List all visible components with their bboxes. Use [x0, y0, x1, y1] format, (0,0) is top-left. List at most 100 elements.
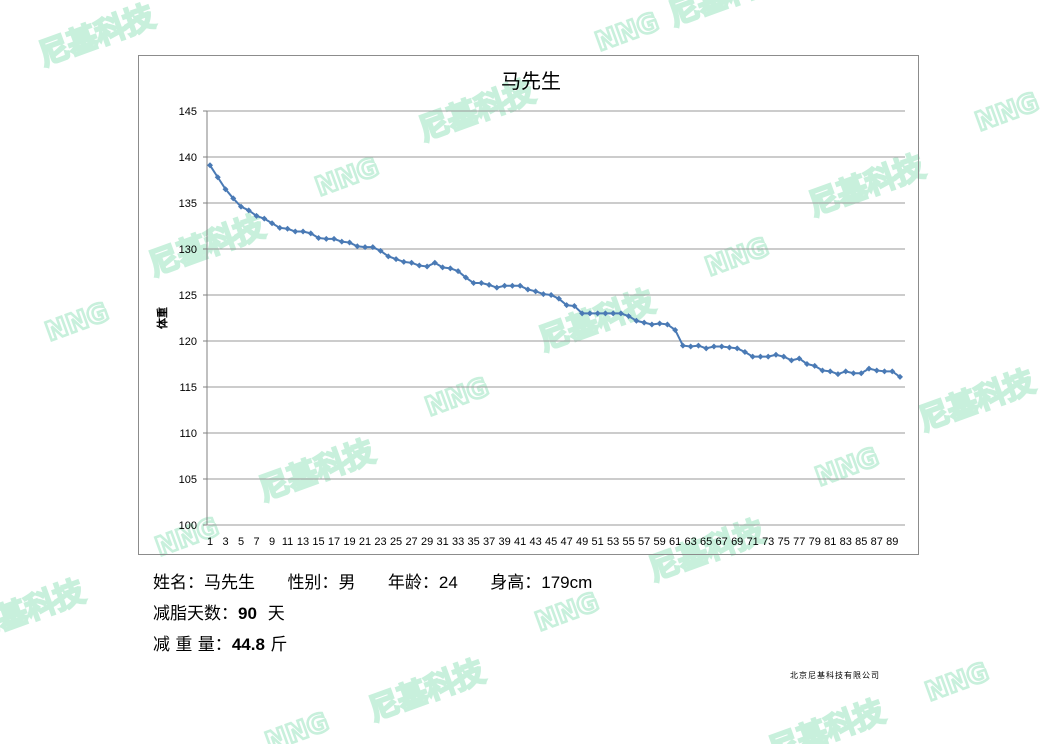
watermark-brand-text: 尼基科技 [764, 694, 889, 744]
data-point [292, 228, 299, 235]
x-tick-label: 41 [514, 536, 526, 548]
x-tick-label: 61 [669, 536, 681, 548]
data-point [346, 239, 353, 246]
x-tick-label: 47 [561, 536, 573, 548]
grid-lines [207, 110, 905, 526]
data-point [253, 212, 260, 219]
watermark-logo-text: NNG [972, 87, 1043, 137]
x-tick-label: 77 [793, 536, 805, 548]
data-point [416, 262, 423, 269]
x-tick-label: 55 [623, 536, 635, 548]
data-point [455, 268, 462, 275]
x-tick-label: 71 [747, 536, 759, 548]
y-tick-label: 105 [179, 474, 197, 486]
data-point [648, 321, 655, 328]
data-point [586, 310, 593, 317]
x-tick-label: 29 [421, 536, 433, 548]
data-point [230, 195, 237, 202]
data-point [338, 238, 345, 245]
x-tick-label: 63 [685, 536, 697, 548]
data-point [749, 353, 756, 360]
data-point [811, 362, 818, 369]
data-point [524, 286, 531, 293]
x-tick-label: 3 [222, 536, 228, 548]
watermark-brand-text: 尼基科技 [914, 364, 1039, 438]
data-point [633, 317, 640, 324]
data-point [276, 224, 283, 231]
data-point [555, 295, 562, 302]
data-point [865, 365, 872, 372]
data-point [269, 220, 276, 227]
data-point [354, 243, 361, 250]
data-point [641, 319, 648, 326]
data-point [462, 274, 469, 281]
data-point [834, 371, 841, 378]
x-tick-label: 23 [374, 536, 386, 548]
data-point [439, 264, 446, 271]
data-point [803, 361, 810, 367]
loss-unit: 斤 [270, 635, 288, 655]
watermark-logo-text: NNG [42, 297, 113, 347]
age-value: 24 [438, 573, 458, 592]
days-label: 减脂天数： [153, 604, 238, 624]
axes [203, 110, 208, 526]
data-point [734, 345, 741, 352]
data-point [501, 282, 508, 289]
loss-label: 减 重 量： [153, 635, 232, 655]
data-point [431, 259, 438, 266]
x-tick-label: 73 [762, 536, 774, 548]
x-tick-label: 83 [840, 536, 852, 548]
data-point [400, 258, 407, 265]
x-tick-label: 1 [207, 536, 213, 548]
data-point [307, 230, 314, 237]
info-line-3: 减 重 量：44.8 斤 [153, 630, 287, 655]
data-point [548, 292, 555, 298]
data-point [214, 174, 221, 181]
data-point [796, 355, 803, 362]
y-tick-label: 135 [179, 198, 197, 210]
data-point [571, 303, 578, 310]
y-tick-label: 120 [179, 336, 197, 348]
x-tick-label: 9 [269, 536, 275, 548]
company-name: 北京尼基科技有限公司 [790, 671, 880, 680]
data-point [385, 253, 392, 260]
watermark-logo-text: NNG [592, 7, 663, 57]
data-point [393, 256, 400, 263]
data-point [238, 203, 245, 210]
x-tick-label: 15 [312, 536, 324, 548]
data-point [222, 186, 229, 193]
data-point [377, 247, 384, 254]
watermark-logo-text: NNG [262, 707, 333, 744]
data-point [897, 373, 903, 380]
data-point [408, 259, 415, 266]
x-tick-label: 7 [253, 536, 259, 548]
x-tick-label: 57 [638, 536, 650, 548]
data-point [672, 326, 679, 333]
data-point [369, 244, 376, 251]
data-point [726, 344, 733, 351]
data-point [881, 368, 888, 375]
y-tick-label: 145 [179, 106, 197, 118]
info-line-2: 减脂天数：90 天 [153, 599, 285, 624]
height-label: 身高： [490, 573, 542, 593]
gender-value: 男 [338, 573, 356, 593]
x-tick-label: 69 [731, 536, 743, 548]
data-point [827, 368, 834, 375]
weight-series-line [209, 164, 901, 378]
x-tick-label: 89 [886, 536, 898, 548]
y-tick-label: 115 [179, 382, 197, 394]
data-point [284, 225, 291, 232]
y-tick-labels: 100 105 110 115 120 125 130 135 140 145 [179, 106, 197, 532]
data-point [331, 235, 338, 242]
x-tick-label: 27 [405, 536, 417, 548]
data-point [772, 351, 779, 358]
x-tick-label: 17 [328, 536, 340, 548]
x-tick-label: 59 [654, 536, 666, 548]
data-point [656, 320, 663, 327]
data-point [478, 280, 485, 287]
y-tick-label: 110 [179, 428, 197, 440]
data-point [617, 310, 624, 317]
info-line-1: 姓名：马先生 性别：男 年龄：24 身高：179cm [153, 568, 592, 593]
data-point [757, 353, 764, 360]
data-point [679, 342, 686, 349]
